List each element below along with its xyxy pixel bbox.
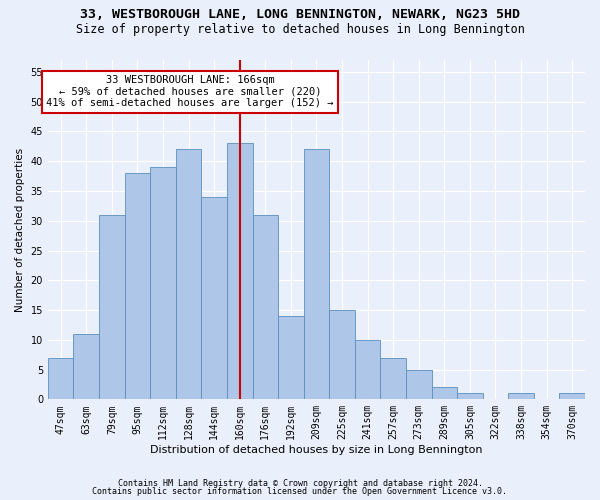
- Bar: [202, 197, 227, 400]
- Bar: [457, 394, 482, 400]
- Bar: [253, 215, 278, 400]
- Text: Size of property relative to detached houses in Long Bennington: Size of property relative to detached ho…: [76, 22, 524, 36]
- Bar: [508, 394, 534, 400]
- Bar: [380, 358, 406, 400]
- Text: Contains public sector information licensed under the Open Government Licence v3: Contains public sector information licen…: [92, 487, 508, 496]
- Bar: [559, 394, 585, 400]
- Bar: [176, 150, 202, 400]
- Text: 33, WESTBOROUGH LANE, LONG BENNINGTON, NEWARK, NG23 5HD: 33, WESTBOROUGH LANE, LONG BENNINGTON, N…: [80, 8, 520, 20]
- Bar: [431, 388, 457, 400]
- X-axis label: Distribution of detached houses by size in Long Bennington: Distribution of detached houses by size …: [150, 445, 483, 455]
- Text: Contains HM Land Registry data © Crown copyright and database right 2024.: Contains HM Land Registry data © Crown c…: [118, 478, 482, 488]
- Bar: [99, 215, 125, 400]
- Bar: [278, 316, 304, 400]
- Text: 33 WESTBOROUGH LANE: 166sqm
← 59% of detached houses are smaller (220)
41% of se: 33 WESTBOROUGH LANE: 166sqm ← 59% of det…: [46, 76, 334, 108]
- Bar: [48, 358, 73, 400]
- Bar: [227, 144, 253, 400]
- Bar: [125, 173, 150, 400]
- Bar: [329, 310, 355, 400]
- Bar: [73, 334, 99, 400]
- Y-axis label: Number of detached properties: Number of detached properties: [15, 148, 25, 312]
- Bar: [406, 370, 431, 400]
- Bar: [150, 167, 176, 400]
- Bar: [355, 340, 380, 400]
- Bar: [304, 150, 329, 400]
